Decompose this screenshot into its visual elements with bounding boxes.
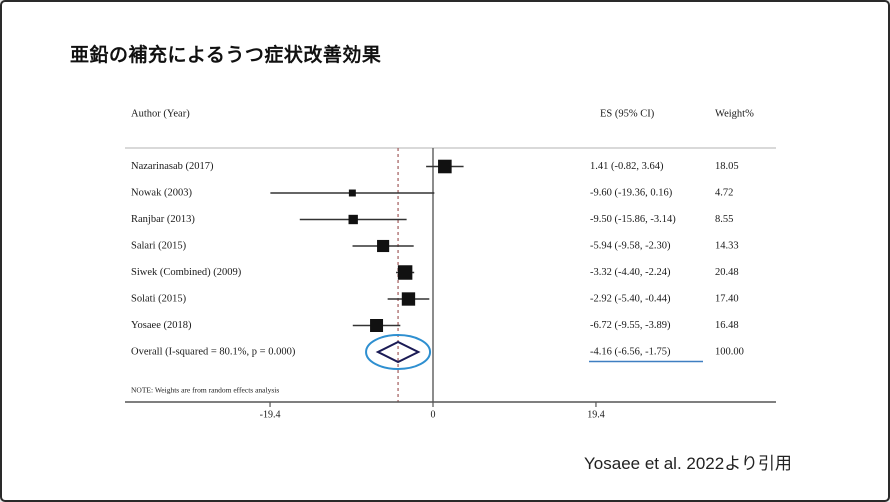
overall-label: Overall (I-squared = 80.1%, p = 0.000) <box>131 346 296 357</box>
effect-square <box>348 189 356 197</box>
es-value: -6.72 (-9.55, -3.89) <box>590 320 671 331</box>
effect-square <box>370 319 384 332</box>
study-label: Nazarinasab (2017) <box>131 161 214 172</box>
study-label: Ranjbar (2013) <box>131 214 195 225</box>
es-value: 1.41 (-0.82, 3.64) <box>590 161 664 172</box>
study-label: Salari (2015) <box>131 240 187 251</box>
study-label: Yosaee (2018) <box>131 320 192 331</box>
study-label: Solati (2015) <box>131 293 187 304</box>
column-header-weight: Weight% <box>715 108 754 119</box>
effect-square <box>401 292 416 306</box>
overall-weight-value: 100.00 <box>715 346 744 357</box>
effect-square <box>438 159 452 174</box>
slide-title: 亜鉛の補充によるうつ症状改善効果 <box>70 45 382 66</box>
weights-note: NOTE: Weights are from random effects an… <box>131 386 279 395</box>
weight-value: 17.40 <box>715 293 739 304</box>
effect-square <box>377 239 390 253</box>
study-label: Nowak (2003) <box>131 187 192 198</box>
overall-es-value: -4.16 (-6.56, -1.75) <box>590 346 671 357</box>
highlight-ellipse <box>365 334 432 370</box>
es-value: -9.50 (-15.86, -3.14) <box>590 214 676 225</box>
es-value: -2.92 (-5.40, -0.44) <box>590 293 671 304</box>
weight-value: 20.48 <box>715 267 739 278</box>
weight-value: 16.48 <box>715 320 739 331</box>
column-header-author: Author (Year) <box>131 108 190 119</box>
x-axis-tick-label: -19.4 <box>260 409 281 420</box>
weight-value: 8.55 <box>715 214 733 225</box>
x-axis-tick-label: 19.4 <box>587 409 605 420</box>
es-value: -5.94 (-9.58, -2.30) <box>590 240 671 251</box>
study-label: Siwek (Combined) (2009) <box>131 267 242 278</box>
es-value: -9.60 (-19.36, 0.16) <box>590 187 673 198</box>
citation-text: Yosaee et al. 2022より引用 <box>584 454 792 473</box>
weight-value: 4.72 <box>715 187 733 198</box>
effect-square <box>397 265 413 280</box>
es-value: -3.32 (-4.40, -2.24) <box>590 267 671 278</box>
column-header-es: ES (95% CI) <box>600 108 655 119</box>
weight-value: 18.05 <box>715 161 739 172</box>
x-axis-tick-label: 0 <box>431 409 436 420</box>
effect-square <box>348 214 358 225</box>
weight-value: 14.33 <box>715 240 739 251</box>
overall-diamond <box>375 340 421 364</box>
